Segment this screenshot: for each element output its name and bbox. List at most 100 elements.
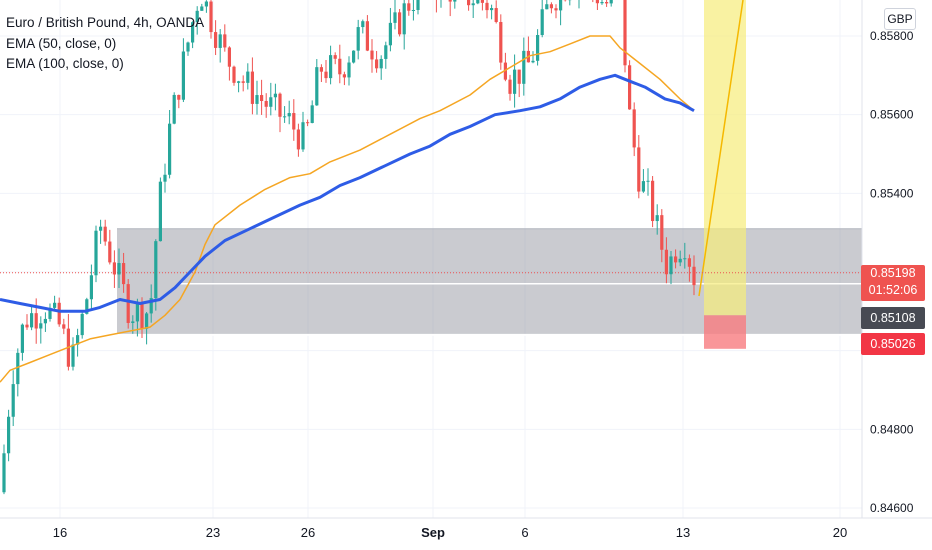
- candle-body: [168, 123, 172, 175]
- candle-body: [499, 22, 503, 63]
- candle-body: [287, 113, 291, 117]
- candle-body: [393, 12, 397, 23]
- candle-body: [651, 180, 655, 222]
- candle-body: [678, 258, 682, 263]
- candle-body: [117, 263, 121, 275]
- x-tick-label: Sep: [421, 525, 445, 540]
- candle-body: [384, 45, 388, 59]
- candle-body: [53, 302, 57, 308]
- candle-body: [494, 8, 498, 23]
- candle-body: [292, 113, 296, 130]
- candle-body: [145, 313, 149, 329]
- candle-body: [600, 2, 604, 4]
- candle-body: [655, 215, 659, 222]
- candle-body: [476, 0, 480, 4]
- currency-badge[interactable]: GBP: [884, 8, 916, 30]
- candle-body: [204, 1, 208, 7]
- candle-body: [200, 6, 204, 11]
- candle-body: [62, 324, 66, 329]
- y-tick-label: 0.85800: [870, 29, 914, 43]
- candle-body: [131, 321, 135, 323]
- candle-body: [692, 266, 696, 286]
- candle-body: [467, 0, 471, 6]
- candle-body: [379, 58, 383, 69]
- candle-body: [43, 318, 47, 324]
- candle-body: [490, 8, 494, 11]
- candle-body: [388, 22, 392, 46]
- stop-zone: [704, 315, 746, 349]
- candle-body: [273, 93, 277, 98]
- y-tick-label: 0.85400: [870, 186, 914, 200]
- ema50-legend[interactable]: EMA (50, close, 0): [6, 35, 117, 51]
- demand-zone: [117, 228, 862, 335]
- candle-body: [609, 0, 613, 4]
- zone-price-tag: 0.85108: [861, 307, 925, 329]
- candle-body: [241, 81, 245, 83]
- candle-body: [641, 181, 645, 192]
- candle-body: [25, 324, 29, 328]
- candle-body: [283, 116, 287, 118]
- candle-body: [536, 34, 540, 61]
- candle-body: [301, 122, 305, 150]
- candle-body: [605, 2, 609, 4]
- candle-body: [278, 93, 282, 117]
- candle-body: [186, 42, 190, 52]
- chart-title: Euro / British Pound, 4h, OANDA: [6, 15, 205, 30]
- candle-body: [324, 71, 328, 79]
- candle-body: [407, 3, 411, 11]
- candle-body: [319, 67, 323, 72]
- candle-body: [30, 313, 34, 328]
- x-tick-label: 26: [301, 525, 315, 540]
- candle-body: [310, 105, 314, 123]
- candle-body: [20, 324, 24, 353]
- candle-body: [103, 226, 107, 242]
- candle-body: [646, 180, 650, 182]
- candle-body: [375, 59, 379, 69]
- candle-body: [181, 51, 185, 100]
- candle-body: [623, 0, 627, 66]
- x-tick-label: 13: [676, 525, 690, 540]
- candle-body: [246, 71, 250, 83]
- candle-body: [11, 384, 15, 417]
- candle-body: [549, 4, 553, 9]
- candle-body: [416, 0, 420, 10]
- candle-body: [669, 256, 673, 275]
- projection-line: [698, 0, 744, 297]
- candle-body: [333, 55, 337, 59]
- candle-body: [338, 58, 342, 75]
- candle-body: [85, 299, 89, 314]
- candle-body: [595, 0, 599, 4]
- candle-body: [361, 21, 365, 28]
- candle-body: [48, 307, 52, 319]
- candle-body: [71, 344, 75, 367]
- ema100-legend[interactable]: EMA (100, close, 0): [6, 56, 124, 71]
- candle-body: [126, 284, 130, 323]
- candle-body: [2, 453, 6, 493]
- candle-body: [513, 69, 517, 94]
- candle-body: [99, 226, 103, 231]
- candle-body: [453, 0, 457, 2]
- stop-price-tag: 0.85026: [861, 333, 925, 355]
- candle-body: [195, 10, 199, 23]
- candle-body: [209, 1, 213, 33]
- candle-body: [306, 122, 310, 124]
- candle-body: [485, 2, 489, 11]
- candle-body: [531, 60, 535, 63]
- candle-body: [89, 275, 93, 300]
- x-tick-label: 23: [206, 525, 220, 540]
- last-price-value: 0.85198: [870, 266, 916, 280]
- candle-body: [480, 0, 484, 3]
- candle-body: [370, 50, 374, 60]
- ema-layer: [0, 35, 695, 383]
- candle-body: [135, 302, 139, 322]
- candle-body: [237, 81, 241, 83]
- ema100-line: [0, 73, 695, 313]
- candle-body: [140, 302, 144, 329]
- candle-body: [57, 302, 61, 325]
- candle-body: [687, 258, 691, 267]
- candle-body: [674, 256, 678, 263]
- candle-body: [218, 34, 222, 48]
- candle-body: [632, 109, 636, 148]
